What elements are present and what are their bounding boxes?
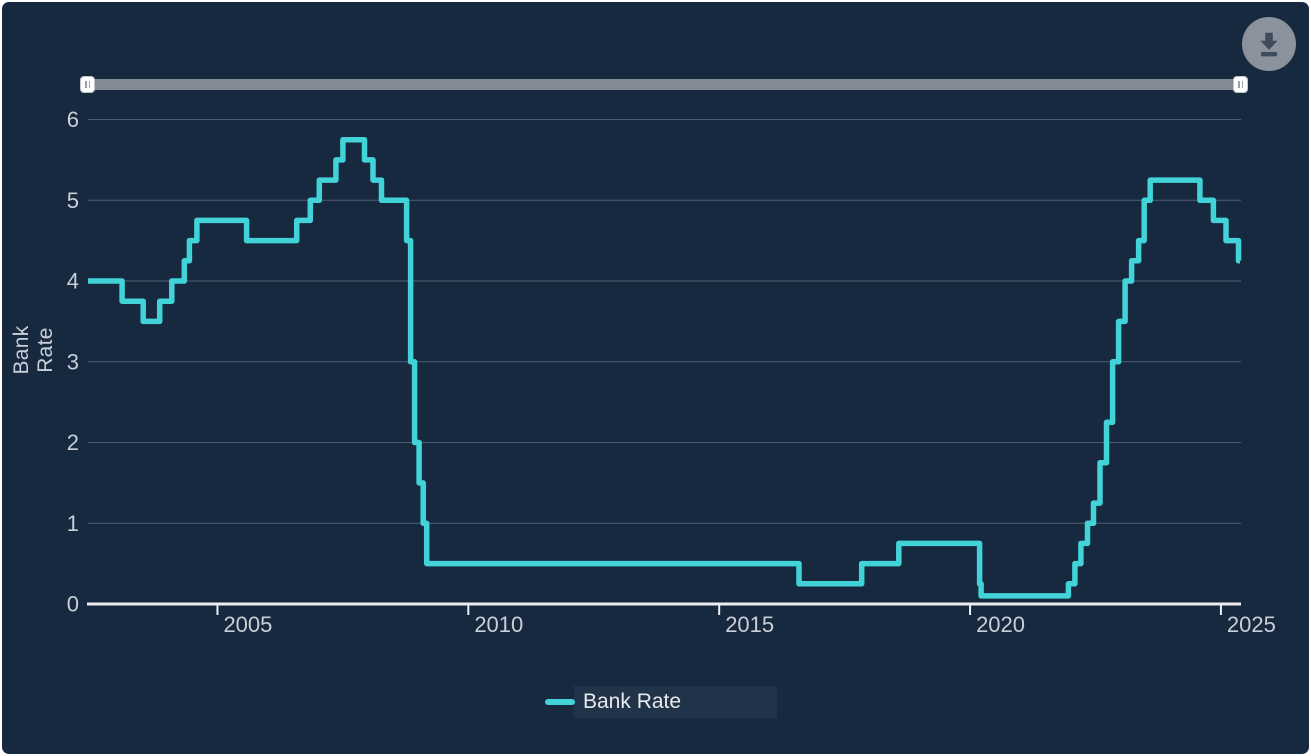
y-axis-tick-label: 0: [67, 592, 79, 617]
legend-line-swatch-icon: [545, 699, 575, 705]
legend-highlight: [574, 686, 777, 718]
range-slider-right-handle[interactable]: [1233, 76, 1248, 93]
range-slider-left-handle[interactable]: [80, 76, 95, 93]
legend-item-bank-rate[interactable]: Bank Rate: [545, 686, 681, 718]
y-axis-tick-label: 1: [67, 511, 79, 536]
handle-grip: [85, 81, 87, 88]
x-axis-tick-label: 2015: [725, 612, 774, 637]
x-axis-tick-label: 2020: [976, 612, 1025, 637]
y-axis-tick-label: 5: [67, 188, 79, 213]
handle-grip: [88, 81, 90, 88]
download-icon: [1254, 29, 1284, 59]
y-axis-tick-label: 3: [67, 349, 79, 374]
x-axis-tick-label: 2010: [474, 612, 523, 637]
legend-label: Bank Rate: [583, 690, 682, 713]
download-button[interactable]: [1242, 17, 1296, 71]
y-axis-title: Bank Rate: [10, 325, 57, 375]
x-axis-tick-label: 2025: [1227, 612, 1276, 637]
handle-grip: [1238, 81, 1240, 88]
y-axis-tick-label: 6: [67, 107, 79, 132]
range-slider-track[interactable]: [87, 79, 1245, 90]
handle-grip: [1241, 81, 1243, 88]
y-axis-tick-label: 4: [67, 269, 79, 294]
x-axis-tick-label: 2005: [223, 612, 272, 637]
y-axis-tick-label: 2: [67, 430, 79, 455]
bank-rate-step-line: [88, 136, 1242, 599]
